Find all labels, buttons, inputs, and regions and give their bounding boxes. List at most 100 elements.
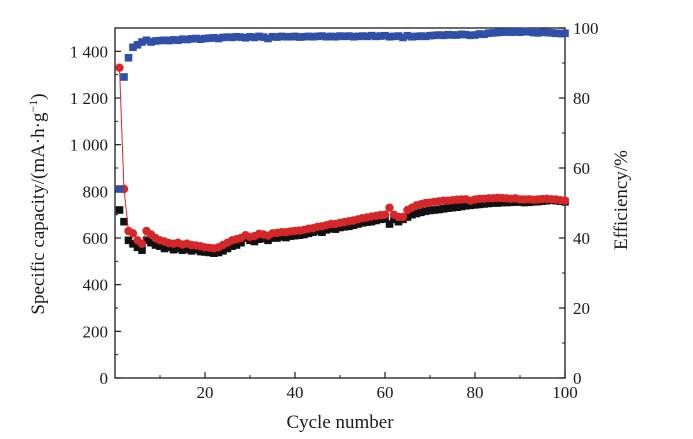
data-point <box>471 201 479 209</box>
data-point <box>367 217 376 226</box>
data-point <box>516 28 524 36</box>
data-point <box>345 32 353 40</box>
data-point <box>448 203 457 212</box>
y-tick-label: 800 <box>83 182 109 201</box>
y-axis-title-main: Specific capacity/(mA·h·g <box>28 112 49 315</box>
data-point <box>502 28 511 36</box>
data-point <box>192 245 200 254</box>
data-point <box>318 32 326 40</box>
data-point <box>250 33 259 42</box>
data-point <box>313 32 322 41</box>
data-point <box>367 31 376 40</box>
data-point <box>394 32 403 40</box>
data-point <box>385 220 394 228</box>
data-point <box>502 198 511 207</box>
data-point <box>561 29 569 38</box>
data-point <box>489 199 497 207</box>
data-point <box>183 35 191 44</box>
data-point <box>381 31 389 40</box>
data-point <box>295 33 304 41</box>
data-point <box>255 235 263 243</box>
data-point <box>219 247 227 255</box>
data-point <box>232 32 241 41</box>
data-point <box>169 36 178 44</box>
y-tick-label: 0 <box>100 369 109 388</box>
data-point <box>196 35 205 43</box>
data-point <box>363 32 371 41</box>
data-point <box>372 216 380 225</box>
y-tick-label: 1 400 <box>70 42 108 61</box>
data-point <box>273 234 281 242</box>
data-point <box>237 238 245 247</box>
data-point <box>291 231 299 240</box>
data-point <box>273 33 281 41</box>
data-point <box>331 32 340 41</box>
data-point <box>453 31 461 39</box>
data-point <box>493 199 502 207</box>
data-point <box>417 208 425 217</box>
data-point <box>507 28 515 36</box>
data-point <box>322 226 331 234</box>
data-point <box>214 34 223 43</box>
data-point <box>385 32 394 41</box>
data-point <box>493 28 502 37</box>
y-axis-right: 0 20 40 60 80 100 <box>559 19 599 388</box>
data-point <box>457 202 466 211</box>
data-point <box>543 28 551 37</box>
data-point <box>354 32 362 41</box>
data-point <box>471 31 479 39</box>
y2-tick-label: 40 <box>573 229 590 248</box>
data-point <box>255 32 263 41</box>
data-point <box>115 185 124 193</box>
data-point <box>219 33 227 42</box>
data-point <box>484 29 493 38</box>
y2-tick-label: 0 <box>573 369 582 388</box>
data-point <box>408 210 416 219</box>
data-point <box>264 34 272 43</box>
data-point <box>376 32 385 40</box>
data-point <box>268 32 277 41</box>
data-point <box>124 53 133 62</box>
data-point <box>151 241 160 249</box>
data-point <box>223 33 232 41</box>
y-tick-label: 200 <box>83 322 109 341</box>
data-point <box>178 246 187 254</box>
data-point <box>210 249 218 257</box>
data-point <box>160 244 169 253</box>
data-point <box>358 32 367 40</box>
data-point <box>498 198 506 207</box>
data-point <box>151 37 160 45</box>
data-point <box>178 35 187 43</box>
data-point <box>380 210 390 219</box>
x-tick-label: 60 <box>377 383 394 402</box>
data-point <box>129 240 137 248</box>
data-point <box>237 33 245 41</box>
x-tick-label: 80 <box>467 383 484 402</box>
series-1 <box>115 63 570 253</box>
data-point <box>435 205 443 214</box>
data-point <box>250 237 259 246</box>
series-layer <box>115 27 570 257</box>
data-point <box>421 207 430 215</box>
data-point <box>300 32 308 41</box>
data-point <box>138 246 146 254</box>
data-point <box>349 32 358 41</box>
data-point <box>124 236 133 245</box>
data-point <box>421 32 430 41</box>
data-point <box>403 213 412 221</box>
data-point <box>529 28 538 37</box>
data-point <box>115 63 124 72</box>
data-point <box>336 32 344 40</box>
data-point <box>430 31 439 40</box>
data-point <box>291 32 299 41</box>
data-point <box>214 248 223 257</box>
x-tick-label: 100 <box>552 383 578 402</box>
data-point <box>538 28 547 36</box>
data-point <box>398 212 408 222</box>
data-point <box>439 205 448 213</box>
data-point <box>489 29 497 37</box>
data-point <box>187 247 196 255</box>
data-point <box>228 242 236 250</box>
data-point <box>475 200 484 209</box>
data-point <box>556 29 565 38</box>
